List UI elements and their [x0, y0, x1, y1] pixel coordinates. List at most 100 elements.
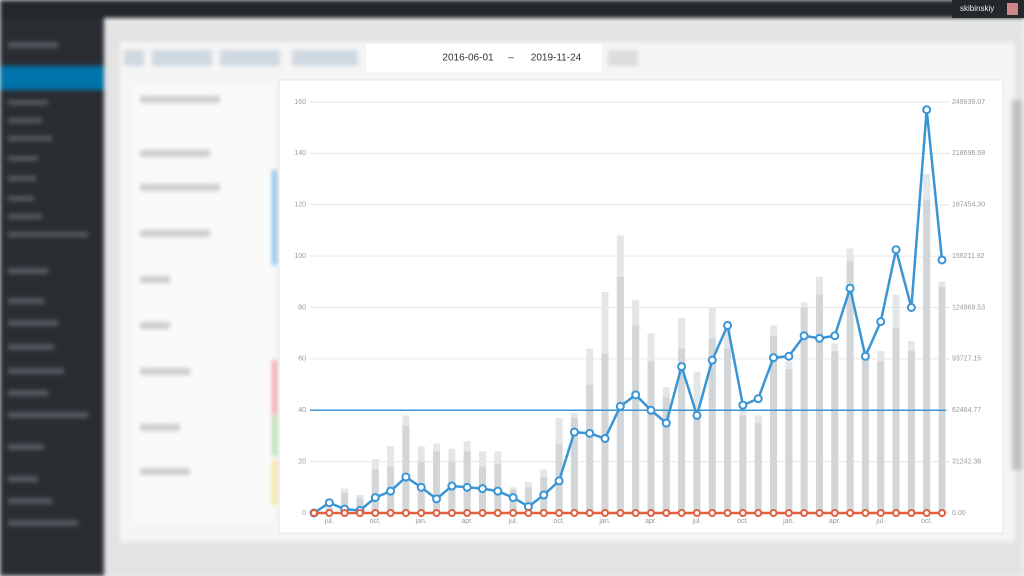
x-tick-label: oct.: [921, 518, 932, 525]
y-tick-label: 0: [302, 510, 306, 517]
bar: [632, 325, 640, 513]
y2-tick-label: 0.00: [952, 510, 966, 517]
bar: [907, 351, 915, 513]
point: [570, 509, 579, 517]
y-tick-label: 80: [298, 304, 306, 311]
bar: [815, 294, 823, 513]
point: [401, 472, 411, 482]
point: [753, 394, 763, 404]
toolbar-buttons: [124, 50, 638, 66]
point: [754, 509, 763, 517]
point: [463, 509, 472, 517]
avatar: [1007, 3, 1018, 15]
bar: [341, 492, 349, 513]
accent: [272, 460, 277, 505]
point: [738, 509, 747, 517]
accent: [272, 416, 277, 456]
point: [555, 509, 564, 517]
x-tick-label: jul.: [324, 518, 334, 525]
point: [601, 509, 610, 517]
bar: [708, 338, 716, 513]
bar: [831, 351, 839, 513]
point: [938, 509, 946, 517]
point: [417, 509, 426, 517]
bar: [739, 415, 747, 513]
point: [922, 105, 932, 115]
y-tick-label: 60: [298, 356, 306, 363]
point: [508, 493, 518, 503]
y2-tick-label: 156211.92: [952, 253, 985, 260]
y-tick-label: 40: [298, 407, 306, 414]
user-name: skibinskiy: [960, 4, 994, 13]
point: [738, 400, 748, 410]
y2-tick-label: 218696.68: [952, 150, 985, 157]
y2-tick-label: 93727.15: [952, 356, 981, 363]
bar: [662, 397, 670, 513]
point: [769, 509, 778, 517]
point: [509, 509, 518, 517]
point: [861, 509, 870, 517]
bar: [724, 348, 732, 513]
point: [539, 509, 548, 517]
point: [355, 509, 364, 517]
bar: [892, 328, 900, 513]
bar: [463, 451, 471, 513]
point: [892, 509, 901, 517]
point: [447, 481, 457, 491]
point: [906, 302, 916, 312]
point: [340, 509, 349, 517]
point: [769, 353, 779, 363]
y2-tick-label: 187454.30: [952, 202, 985, 209]
admin-bar: [0, 0, 1024, 18]
point: [386, 486, 396, 496]
y2-tick-label: 124969.53: [952, 304, 985, 311]
point: [447, 509, 456, 517]
point: [432, 509, 441, 517]
point: [631, 509, 640, 517]
date-from[interactable]: 2016-06-01: [442, 53, 494, 64]
date-separator: –: [508, 53, 514, 64]
point: [539, 490, 549, 500]
bar: [371, 469, 379, 513]
point: [324, 498, 334, 508]
bar: [616, 276, 624, 513]
point: [800, 509, 809, 517]
point: [830, 331, 840, 341]
scrollbar: [1012, 100, 1022, 470]
point: [815, 509, 824, 517]
point: [585, 509, 594, 517]
point: [677, 509, 686, 517]
point: [692, 509, 701, 517]
point: [554, 476, 564, 486]
bar: [938, 286, 946, 513]
bar: [770, 335, 778, 513]
y-tick-label: 160: [294, 99, 306, 106]
x-tick-label: oct.: [370, 518, 381, 525]
point: [784, 509, 793, 517]
y-tick-label: 140: [294, 150, 306, 157]
point: [401, 509, 410, 517]
x-tick-label: jan.: [782, 518, 794, 525]
point: [799, 331, 809, 341]
point: [860, 351, 870, 361]
point: [707, 355, 717, 365]
point: [493, 509, 502, 517]
point: [432, 494, 442, 504]
point: [845, 283, 855, 293]
accent: [272, 360, 277, 415]
point: [616, 509, 625, 517]
point: [708, 509, 717, 517]
x-tick-label: apr.: [645, 518, 657, 525]
x-tick-label: jul.: [875, 518, 885, 525]
y-tick-label: 20: [298, 458, 306, 465]
bar: [570, 417, 578, 513]
bar: [402, 425, 410, 513]
x-tick-label: oct.: [553, 518, 564, 525]
date-to[interactable]: 2019-11-24: [531, 53, 582, 64]
bar: [524, 487, 532, 513]
y-tick-label: 120: [294, 202, 306, 209]
point: [723, 320, 733, 330]
bar: [647, 361, 655, 513]
